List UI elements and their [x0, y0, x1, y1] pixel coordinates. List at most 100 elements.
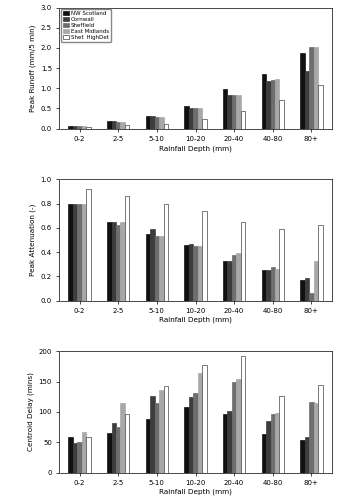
Bar [313, 403, 318, 472]
Bar [300, 53, 305, 128]
Bar [125, 414, 129, 472]
Bar [318, 226, 323, 300]
Bar [232, 382, 236, 472]
Bar [125, 126, 129, 128]
Bar [275, 269, 279, 300]
Bar [198, 246, 202, 300]
Bar [164, 386, 168, 472]
Bar [300, 440, 305, 472]
Bar [184, 245, 189, 300]
Bar [150, 396, 155, 472]
Bar [68, 438, 73, 472]
Bar [232, 95, 236, 128]
Y-axis label: Peak Attenuation (-): Peak Attenuation (-) [30, 204, 36, 276]
Bar [73, 126, 78, 128]
Legend: NW Scotland, Cornwall, Sheffield, East Midlands, Shef. HighDet: NW Scotland, Cornwall, Sheffield, East M… [61, 9, 111, 42]
Bar [309, 47, 313, 128]
Bar [120, 222, 125, 300]
Bar [266, 81, 271, 128]
Bar [223, 260, 227, 300]
Bar [279, 229, 284, 300]
Bar [159, 236, 164, 300]
X-axis label: Rainfall Depth (mm): Rainfall Depth (mm) [159, 317, 232, 324]
Bar [241, 222, 245, 300]
Bar [120, 122, 125, 128]
Bar [189, 398, 193, 472]
Bar [227, 412, 232, 472]
Bar [305, 72, 309, 128]
Bar [262, 270, 266, 300]
Bar [193, 246, 198, 300]
Bar [241, 356, 245, 472]
Bar [313, 260, 318, 300]
Bar [120, 404, 125, 472]
Bar [112, 121, 116, 128]
Bar [78, 204, 82, 300]
Bar [193, 392, 198, 472]
Bar [112, 222, 116, 300]
Bar [78, 442, 82, 472]
Bar [68, 126, 73, 128]
X-axis label: Rainfall Depth (mm): Rainfall Depth (mm) [159, 489, 232, 496]
Bar [146, 116, 150, 128]
Bar [271, 414, 275, 472]
Bar [164, 204, 168, 300]
Bar [155, 117, 159, 128]
Bar [82, 204, 86, 300]
Bar [150, 116, 155, 128]
Bar [202, 211, 207, 300]
Bar [146, 234, 150, 300]
Bar [68, 204, 73, 300]
Bar [82, 432, 86, 472]
Bar [116, 122, 120, 128]
Bar [309, 402, 313, 472]
Bar [73, 204, 78, 300]
X-axis label: Rainfall Depth (mm): Rainfall Depth (mm) [159, 145, 232, 152]
Bar [279, 100, 284, 128]
Bar [112, 423, 116, 472]
Bar [266, 270, 271, 300]
Bar [189, 244, 193, 300]
Bar [107, 122, 112, 128]
Bar [155, 403, 159, 472]
Bar [236, 378, 241, 472]
Bar [227, 260, 232, 300]
Bar [107, 222, 112, 300]
Bar [223, 90, 227, 128]
Bar [146, 419, 150, 472]
Bar [73, 444, 78, 472]
Bar [189, 108, 193, 128]
Bar [82, 126, 86, 128]
Bar [107, 433, 112, 472]
Bar [202, 118, 207, 128]
Bar [309, 294, 313, 300]
Bar [262, 434, 266, 472]
Bar [223, 414, 227, 472]
Bar [318, 85, 323, 128]
Y-axis label: Peak Runoff (mm/5 min): Peak Runoff (mm/5 min) [30, 24, 36, 112]
Bar [184, 106, 189, 128]
Bar [116, 226, 120, 300]
Bar [159, 390, 164, 472]
Bar [241, 111, 245, 128]
Bar [236, 95, 241, 128]
Bar [262, 74, 266, 128]
Bar [193, 108, 198, 128]
Bar [271, 266, 275, 300]
Bar [150, 229, 155, 300]
Bar [198, 108, 202, 128]
Bar [159, 117, 164, 128]
Bar [279, 396, 284, 472]
Bar [305, 438, 309, 472]
Bar [313, 46, 318, 128]
Bar [300, 280, 305, 300]
Bar [116, 427, 120, 472]
Bar [318, 386, 323, 472]
Bar [155, 236, 159, 300]
Bar [125, 196, 129, 300]
Bar [271, 80, 275, 128]
Bar [232, 254, 236, 300]
Bar [275, 412, 279, 472]
Bar [86, 189, 91, 300]
Bar [184, 407, 189, 472]
